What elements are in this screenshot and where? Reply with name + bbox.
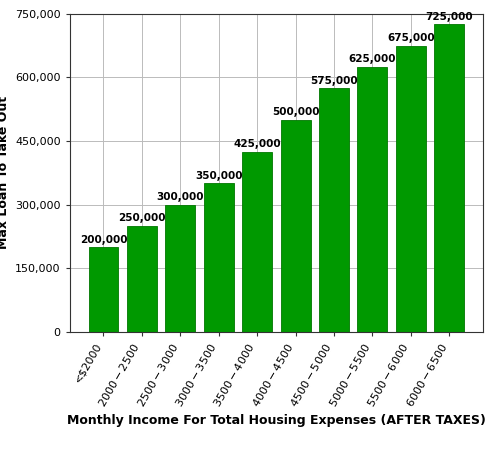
Text: 575,000: 575,000 [310, 76, 358, 85]
Text: 500,000: 500,000 [272, 107, 319, 117]
Text: 725,000: 725,000 [425, 12, 473, 22]
Text: 675,000: 675,000 [387, 33, 435, 43]
Bar [89, 247, 119, 332]
Bar [434, 24, 464, 332]
Bar [280, 120, 311, 332]
Bar [242, 152, 272, 332]
Text: 350,000: 350,000 [195, 171, 243, 181]
Text: 200,000: 200,000 [80, 235, 127, 244]
Bar [358, 67, 387, 332]
Bar [396, 46, 426, 332]
Y-axis label: Max Loan To Take Out: Max Loan To Take Out [0, 96, 9, 249]
Text: 250,000: 250,000 [118, 213, 166, 223]
Bar [127, 226, 157, 332]
Bar [165, 205, 195, 332]
X-axis label: Monthly Income For Total Housing Expenses (AFTER TAXES): Monthly Income For Total Housing Expense… [67, 414, 486, 427]
Bar [319, 88, 349, 332]
Text: 300,000: 300,000 [156, 192, 204, 202]
Text: 425,000: 425,000 [234, 139, 281, 149]
Bar [204, 183, 234, 332]
Text: 625,000: 625,000 [349, 54, 396, 64]
